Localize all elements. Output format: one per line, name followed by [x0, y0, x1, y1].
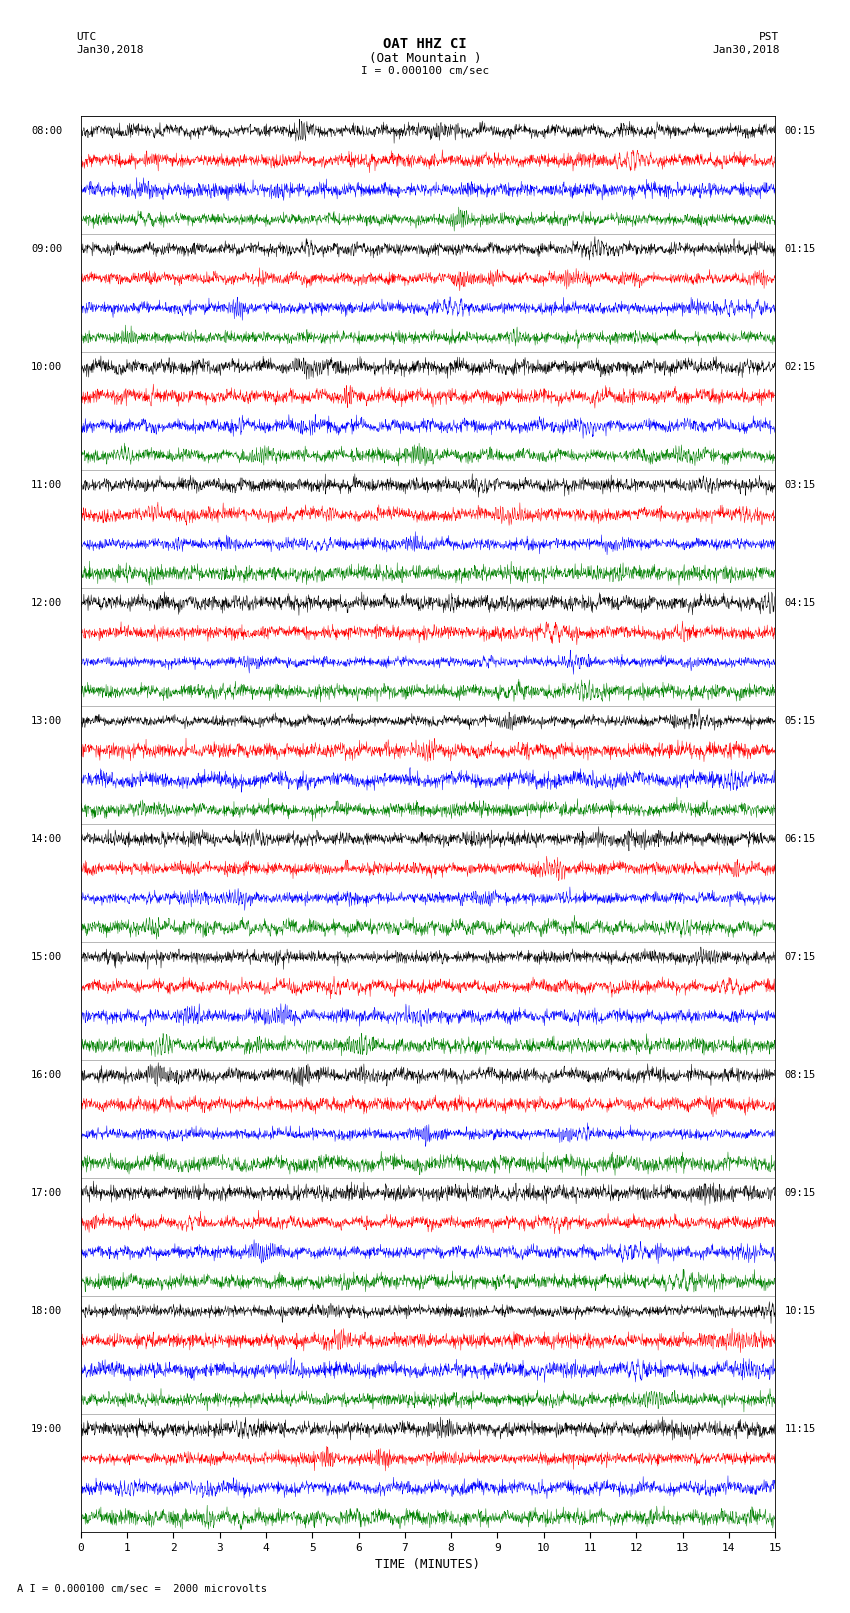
Text: 09:00: 09:00: [31, 244, 62, 253]
Text: 10:00: 10:00: [31, 361, 62, 373]
X-axis label: TIME (MINUTES): TIME (MINUTES): [376, 1558, 480, 1571]
Text: 13:00: 13:00: [31, 716, 62, 726]
Text: (Oat Mountain ): (Oat Mountain ): [369, 52, 481, 65]
Text: 11:15: 11:15: [785, 1424, 816, 1434]
Text: Jan30,2018: Jan30,2018: [712, 45, 779, 55]
Text: 18:00: 18:00: [31, 1307, 62, 1316]
Text: 11:00: 11:00: [31, 481, 62, 490]
Text: 15:00: 15:00: [31, 952, 62, 961]
Text: UTC: UTC: [76, 32, 97, 42]
Text: 19:00: 19:00: [31, 1424, 62, 1434]
Text: 10:15: 10:15: [785, 1307, 816, 1316]
Text: 03:15: 03:15: [785, 481, 816, 490]
Text: 09:15: 09:15: [785, 1189, 816, 1198]
Text: 02:15: 02:15: [785, 361, 816, 373]
Text: 16:00: 16:00: [31, 1069, 62, 1081]
Text: I = 0.000100 cm/sec: I = 0.000100 cm/sec: [361, 66, 489, 76]
Text: A I = 0.000100 cm/sec =  2000 microvolts: A I = 0.000100 cm/sec = 2000 microvolts: [17, 1584, 267, 1594]
Text: 08:15: 08:15: [785, 1069, 816, 1081]
Text: Jan30,2018: Jan30,2018: [76, 45, 144, 55]
Text: OAT HHZ CI: OAT HHZ CI: [383, 37, 467, 52]
Text: 07:15: 07:15: [785, 952, 816, 961]
Text: 12:00: 12:00: [31, 598, 62, 608]
Text: 01:15: 01:15: [785, 244, 816, 253]
Text: 08:00: 08:00: [31, 126, 62, 135]
Text: 14:00: 14:00: [31, 834, 62, 844]
Text: 05:15: 05:15: [785, 716, 816, 726]
Text: 17:00: 17:00: [31, 1189, 62, 1198]
Text: 04:15: 04:15: [785, 598, 816, 608]
Text: PST: PST: [759, 32, 779, 42]
Text: 00:15: 00:15: [785, 126, 816, 135]
Text: 06:15: 06:15: [785, 834, 816, 844]
